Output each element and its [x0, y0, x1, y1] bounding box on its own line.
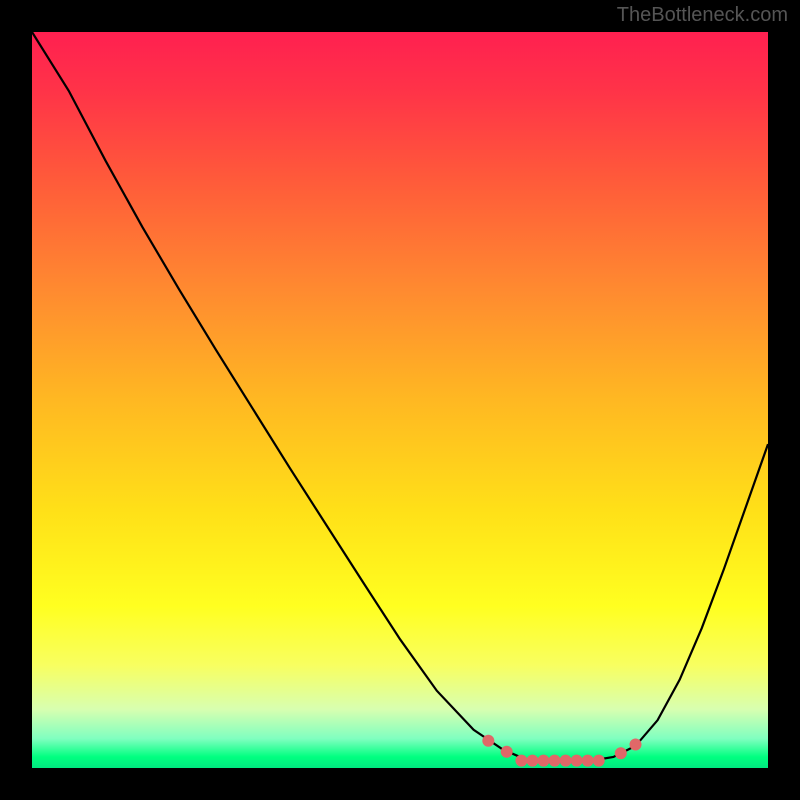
- valley-markers: [32, 32, 768, 768]
- watermark-text: TheBottleneck.com: [617, 4, 788, 27]
- plot-area: [32, 32, 768, 768]
